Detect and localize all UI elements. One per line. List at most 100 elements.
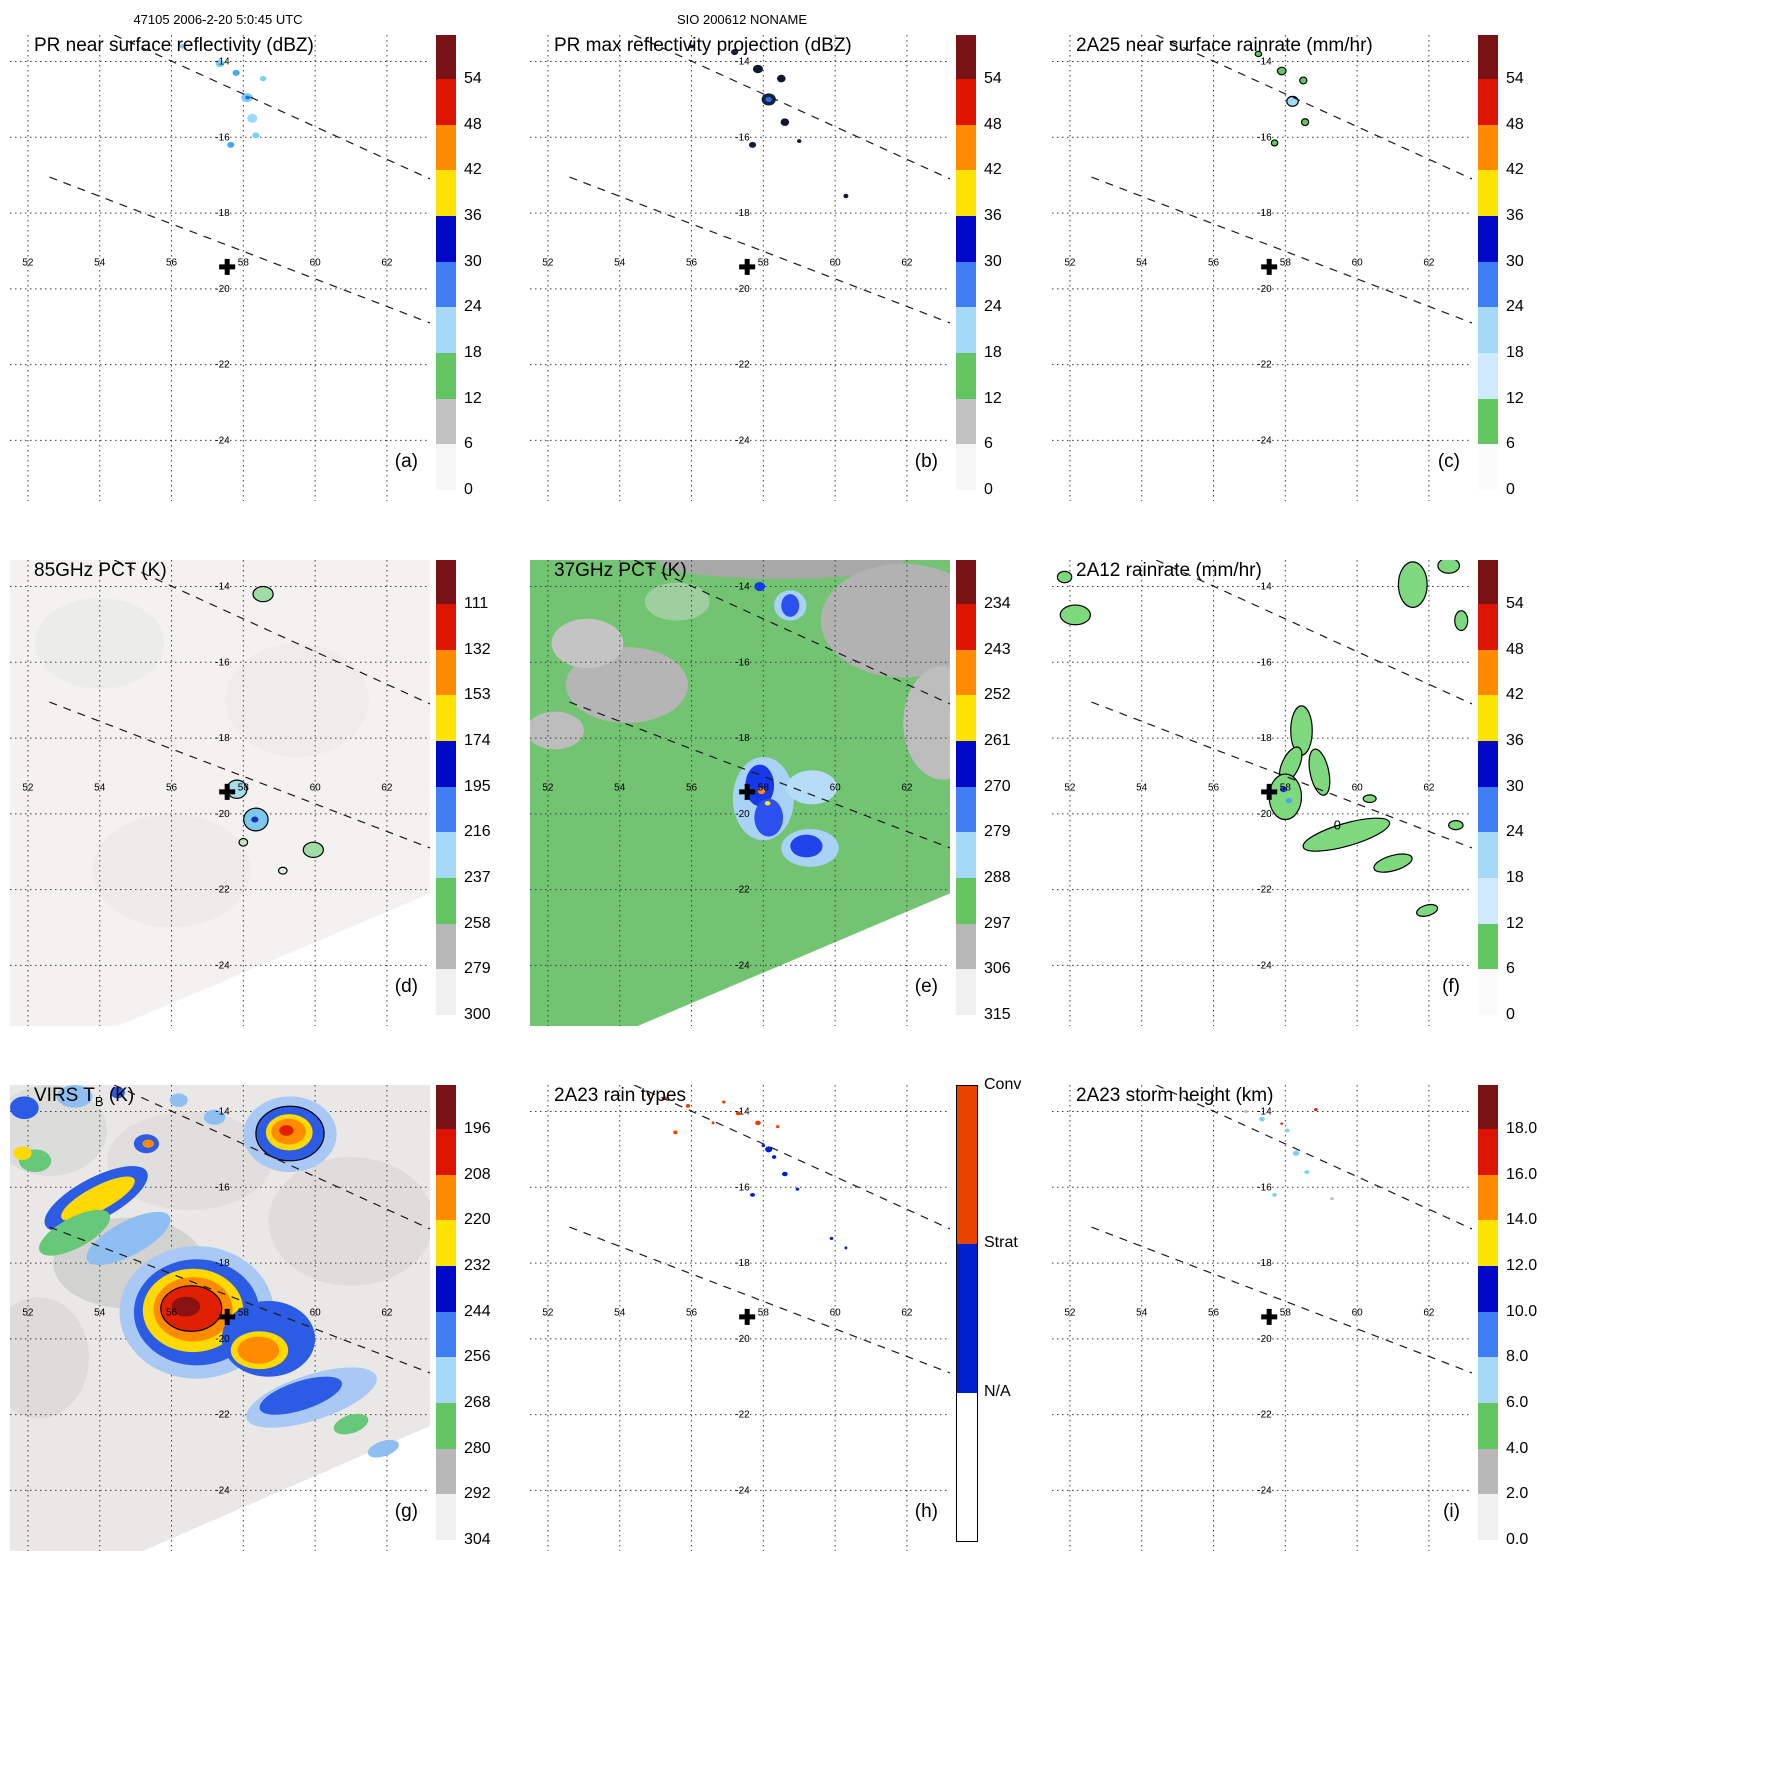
panel-letter: (h) — [914, 1501, 938, 1522]
panel-letter: (e) — [914, 976, 938, 997]
svg-text:-18: -18 — [1257, 733, 1272, 744]
colorbar-bar — [956, 35, 976, 490]
svg-text:60: 60 — [830, 257, 842, 268]
svg-text:-20: -20 — [1257, 1334, 1272, 1345]
svg-text:60: 60 — [1352, 1307, 1364, 1318]
colorbar-labels: 234 243 252 261 270 279 288 297 306 315 — [984, 595, 1011, 1023]
svg-text:62: 62 — [1423, 1307, 1435, 1318]
colorbar-bar — [436, 35, 456, 490]
svg-text:56: 56 — [166, 257, 178, 268]
svg-text:-18: -18 — [215, 208, 230, 219]
svg-text:-18: -18 — [1257, 208, 1272, 219]
svg-text:52: 52 — [22, 782, 34, 793]
svg-text:56: 56 — [1208, 257, 1220, 268]
svg-text:-24: -24 — [1257, 960, 1272, 971]
header-center: SIO 200612 NONAME — [676, 12, 808, 27]
map-canvas-d: 52 54 56 58 60 62 -14 -16 -18 -20 -22 -24 — [10, 560, 430, 1026]
svg-text:56: 56 — [166, 782, 178, 793]
svg-text:52: 52 — [542, 257, 554, 268]
panel-h: 52 54 56 58 60 62 -14 -16 -18 -20 -22 -24 2A23 rain… — [530, 1085, 950, 1551]
svg-text:56: 56 — [166, 1307, 178, 1318]
svg-text:-16: -16 — [1257, 657, 1272, 668]
svg-text:-14: -14 — [215, 57, 230, 68]
panel-title-sub: B — [94, 1093, 104, 1109]
colorbar-bar — [436, 1085, 456, 1540]
colorbar-labels: 54 48 42 36 30 24 18 12 6 0 — [1506, 70, 1524, 498]
svg-text:-22: -22 — [735, 1410, 750, 1421]
svg-text:-20: -20 — [1257, 284, 1272, 295]
svg-text:-24: -24 — [735, 1485, 750, 1496]
colorbar-b: 54 48 42 36 30 24 18 12 6 0 — [956, 35, 1048, 498]
colorbar-d: 111 132 153 174 195 216 237 258 279 300 — [436, 560, 528, 1023]
svg-text:-24: -24 — [735, 960, 750, 971]
map-canvas-e: 52 54 56 58 60 62 -14 -16 -18 -20 -22 -24 — [530, 560, 950, 1026]
svg-text:-18: -18 — [215, 1258, 230, 1269]
svg-text:54: 54 — [1136, 1307, 1148, 1318]
svg-text:52: 52 — [1064, 1307, 1076, 1318]
svg-text:62: 62 — [381, 257, 393, 268]
map-canvas-f: 0 52 54 56 58 60 62 -14 -16 -18 -20 -22 -24 — [1052, 560, 1472, 1026]
svg-text:-16: -16 — [735, 132, 750, 143]
map-canvas-g: 52 54 56 58 60 62 -14 -16 -18 -20 -22 -24 — [10, 1085, 430, 1551]
svg-text:-14: -14 — [735, 582, 750, 593]
svg-text:-16: -16 — [735, 1182, 750, 1193]
svg-text:-16: -16 — [1257, 1182, 1272, 1193]
svg-text:-22: -22 — [735, 885, 750, 896]
svg-text:54: 54 — [1136, 257, 1148, 268]
panel-b: 52 54 56 58 60 62 -14 -16 -18 -20 -22 -24 PR max re… — [530, 35, 950, 501]
svg-text:54: 54 — [1136, 782, 1148, 793]
colorbar-labels: 54 48 42 36 30 24 18 12 6 0 — [464, 70, 482, 498]
svg-text:-20: -20 — [735, 1334, 750, 1345]
colorbar-labels: 54 48 42 36 30 24 18 12 6 0 — [984, 70, 1002, 498]
svg-text:60: 60 — [310, 257, 322, 268]
svg-text:-22: -22 — [735, 360, 750, 371]
colorbar-e: 234 243 252 261 270 279 288 297 306 315 — [956, 560, 1048, 1023]
svg-text:-20: -20 — [735, 284, 750, 295]
panel-e: 52 54 56 58 60 62 -14 -16 -18 -20 -22 -24 37GHz PCT… — [530, 560, 950, 1026]
map-canvas-h: 52 54 56 58 60 62 -14 -16 -18 -20 -22 -24 — [530, 1085, 950, 1551]
svg-text:60: 60 — [310, 782, 322, 793]
panel-title: 2A12 rainrate (mm/hr) — [1076, 560, 1262, 581]
colorbar-a: 54 48 42 36 30 24 18 12 6 0 — [436, 35, 528, 498]
panel-title: VIRS TB (K) — [34, 1085, 134, 1109]
panel-d: 52 54 56 58 60 62 -14 -16 -18 -20 -22 -24 85GHz PCT… — [10, 560, 430, 1026]
svg-text:-14: -14 — [215, 582, 230, 593]
panel-letter: (c) — [1437, 451, 1460, 472]
map-canvas-i: 52 54 56 58 60 62 -14 -16 -18 -20 -22 -24 — [1052, 1085, 1472, 1551]
svg-text:60: 60 — [1352, 782, 1364, 793]
svg-text:52: 52 — [22, 257, 34, 268]
svg-text:58: 58 — [1280, 782, 1292, 793]
svg-text:-16: -16 — [215, 132, 230, 143]
svg-text:60: 60 — [830, 1307, 842, 1318]
svg-text:54: 54 — [614, 1307, 626, 1318]
svg-text:62: 62 — [901, 1307, 913, 1318]
svg-text:-16: -16 — [735, 657, 750, 668]
svg-text:52: 52 — [542, 1307, 554, 1318]
map-canvas-b: 52 54 56 58 60 62 -14 -16 -18 -20 -22 -24 — [530, 35, 950, 501]
svg-text:-24: -24 — [1257, 1485, 1272, 1496]
svg-text:0: 0 — [1334, 818, 1341, 833]
header-left: 47105 2006-2-20 5:0:45 UTC — [133, 12, 303, 27]
svg-text:-20: -20 — [215, 284, 230, 295]
colorbar-f: 54 48 42 36 30 24 18 12 6 0 — [1478, 560, 1570, 1023]
svg-text:-18: -18 — [215, 733, 230, 744]
svg-text:-24: -24 — [215, 960, 230, 971]
svg-text:-14: -14 — [1257, 1107, 1272, 1118]
colorbar-labels: 18.0 16.0 14.0 12.0 10.0 8.0 6.0 4.0 2.0 0.0 — [1506, 1120, 1538, 1548]
svg-text:-18: -18 — [735, 733, 750, 744]
colorbar-bar — [956, 560, 976, 1015]
svg-text:56: 56 — [686, 257, 698, 268]
svg-text:58: 58 — [758, 257, 770, 268]
colorbar-c: 54 48 42 36 30 24 18 12 6 0 — [1478, 35, 1570, 498]
svg-text:-18: -18 — [735, 1258, 750, 1269]
svg-text:-20: -20 — [215, 809, 230, 820]
svg-text:60: 60 — [310, 1307, 322, 1318]
colorbar-labels: 111 132 153 174 195 216 237 258 279 300 — [464, 595, 491, 1023]
panel-f: 0 52 54 56 58 60 62 -14 -16 -18 -20 -22 -24 2A12 rai… — [1052, 560, 1472, 1026]
svg-text:-18: -18 — [735, 208, 750, 219]
svg-text:-20: -20 — [735, 809, 750, 820]
svg-text:-20: -20 — [1257, 809, 1272, 820]
svg-text:-14: -14 — [735, 57, 750, 68]
panel-title: PR near surface reflectivity (dBZ) — [34, 35, 314, 56]
colorbar-h: Conv Strat N/A — [956, 1076, 1048, 1542]
